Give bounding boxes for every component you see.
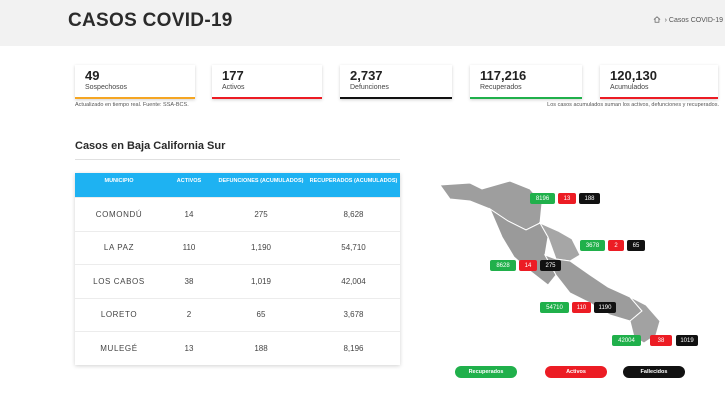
legend-activos: Activos: [545, 366, 607, 378]
map-pill-mulege-activos: 13: [558, 193, 576, 204]
col-header-recuperados: RECUPERADOS (ACUMULADOS): [309, 178, 398, 184]
table-row: LORETO 2 65 3,678: [75, 297, 400, 332]
stat-card-defunciones: 2,737 Defunciones: [340, 65, 452, 99]
cell-municipio: COMONDÚ: [95, 209, 143, 219]
map-pill-mulege-recuperados: 8196: [530, 193, 555, 204]
stat-accent-bar: [600, 97, 718, 99]
stat-card-activos: 177 Activos: [212, 65, 322, 99]
stat-label: Defunciones: [350, 84, 389, 91]
cell-activos: 38: [184, 276, 194, 286]
stat-value: 49: [85, 68, 100, 83]
page-title: CASOS COVID-19: [68, 10, 233, 31]
stat-label: Acumulados: [610, 84, 649, 91]
table-header: MUNICIPIO ACTIVOS DEFUNCIONES (ACUMULADO…: [75, 173, 400, 197]
stat-accent-bar: [470, 97, 582, 99]
stat-label: Sospechosos: [85, 84, 128, 91]
map-pill-loscabos-fallecidos: 1019: [676, 335, 698, 346]
stat-accent-bar: [340, 97, 452, 99]
col-header-activos: ACTIVOS: [176, 178, 202, 184]
stat-card-acumulados: 120,130 Acumulados: [600, 65, 718, 99]
table-row: COMONDÚ 14 275 8,628: [75, 197, 400, 231]
cell-defunciones: 275: [254, 209, 268, 219]
table-row: LA PAZ 110 1,190 54,710: [75, 230, 400, 265]
breadcrumb-current: Casos COVID-19: [668, 17, 723, 24]
cell-municipio: LA PAZ: [103, 243, 135, 253]
home-icon[interactable]: [653, 16, 661, 23]
legend-fallecidos: Fallecidos: [623, 366, 685, 378]
col-header-municipio: MUNICIPIO: [104, 178, 134, 184]
cell-activos: 2: [186, 310, 192, 320]
stat-accent-bar: [212, 97, 322, 99]
stat-value: 177: [222, 68, 244, 83]
cell-municipio: LORETO: [100, 310, 138, 320]
cell-recuperados: 3,678: [343, 310, 364, 320]
baja-california-sur-map: [439, 180, 661, 344]
map-pill-comondu-fallecidos: 275: [540, 260, 561, 271]
stat-value: 117,216: [480, 68, 527, 83]
col-header-defunciones: DEFUNCIONES (ACUMULADOS): [218, 178, 304, 184]
cell-recuperados: 8,628: [343, 209, 364, 219]
map-pill-loscabos-activos: 38: [650, 335, 672, 346]
cell-activos: 110: [182, 243, 196, 253]
cell-defunciones: 1,190: [250, 243, 272, 253]
map-pill-loscabos-recuperados: 42004: [612, 335, 641, 346]
cell-defunciones: 1,019: [250, 276, 272, 286]
update-note: Actualizado en tiempo real. Fuente: SSA-…: [75, 102, 189, 108]
stat-value: 120,130: [610, 68, 657, 83]
map-region-loreto[interactable]: [538, 221, 581, 262]
map-pill-lapaz-activos: 110: [572, 302, 591, 313]
map-pill-lapaz-fallecidos: 1190: [594, 302, 616, 313]
stat-label: Recuperados: [480, 84, 522, 91]
section-divider: [75, 159, 400, 160]
map-pill-comondu-recuperados: 8628: [490, 260, 516, 271]
map-pill-mulege-fallecidos: 188: [579, 193, 600, 204]
stat-card-recuperados: 117,216 Recuperados: [470, 65, 582, 99]
table-row: MULEGÉ 13 188 8,196: [75, 331, 400, 365]
cell-municipio: MULEGÉ: [100, 343, 138, 353]
cell-defunciones: 65: [256, 310, 266, 320]
accumulated-note: Los casos acumulados suman los activos, …: [547, 102, 719, 108]
cell-activos: 14: [184, 209, 194, 219]
cases-table: MUNICIPIO ACTIVOS DEFUNCIONES (ACUMULADO…: [75, 173, 400, 365]
breadcrumb: › Casos COVID-19: [653, 16, 723, 24]
map-pill-comondu-activos: 14: [519, 260, 537, 271]
map-pill-loreto-recuperados: 3678: [580, 240, 605, 251]
cell-municipio: LOS CABOS: [93, 276, 145, 286]
table-row: LOS CABOS 38 1,019 42,004: [75, 264, 400, 298]
cell-defunciones: 188: [254, 343, 268, 353]
cell-recuperados: 54,710: [341, 243, 366, 253]
breadcrumb-separator: ›: [664, 17, 669, 24]
section-title: Casos en Baja California Sur: [75, 140, 226, 152]
map-pill-loreto-activos: 2: [608, 240, 624, 251]
cell-recuperados: 42,004: [341, 276, 366, 286]
top-header-bar: [0, 0, 725, 46]
stat-accent-bar: [75, 97, 195, 99]
legend-recuperados: Recuperados: [455, 366, 517, 378]
map-region-los-cabos[interactable]: [629, 296, 661, 344]
cell-recuperados: 8,196: [343, 343, 364, 353]
stat-card-sospechosos: 49 Sospechosos: [75, 65, 195, 99]
stat-value: 2,737: [350, 68, 383, 83]
stat-label: Activos: [222, 84, 245, 91]
cell-activos: 13: [184, 343, 194, 353]
map-pill-lapaz-recuperados: 54710: [540, 302, 569, 313]
map-region-mulege[interactable]: [439, 180, 543, 231]
map-pill-loreto-fallecidos: 65: [627, 240, 645, 251]
